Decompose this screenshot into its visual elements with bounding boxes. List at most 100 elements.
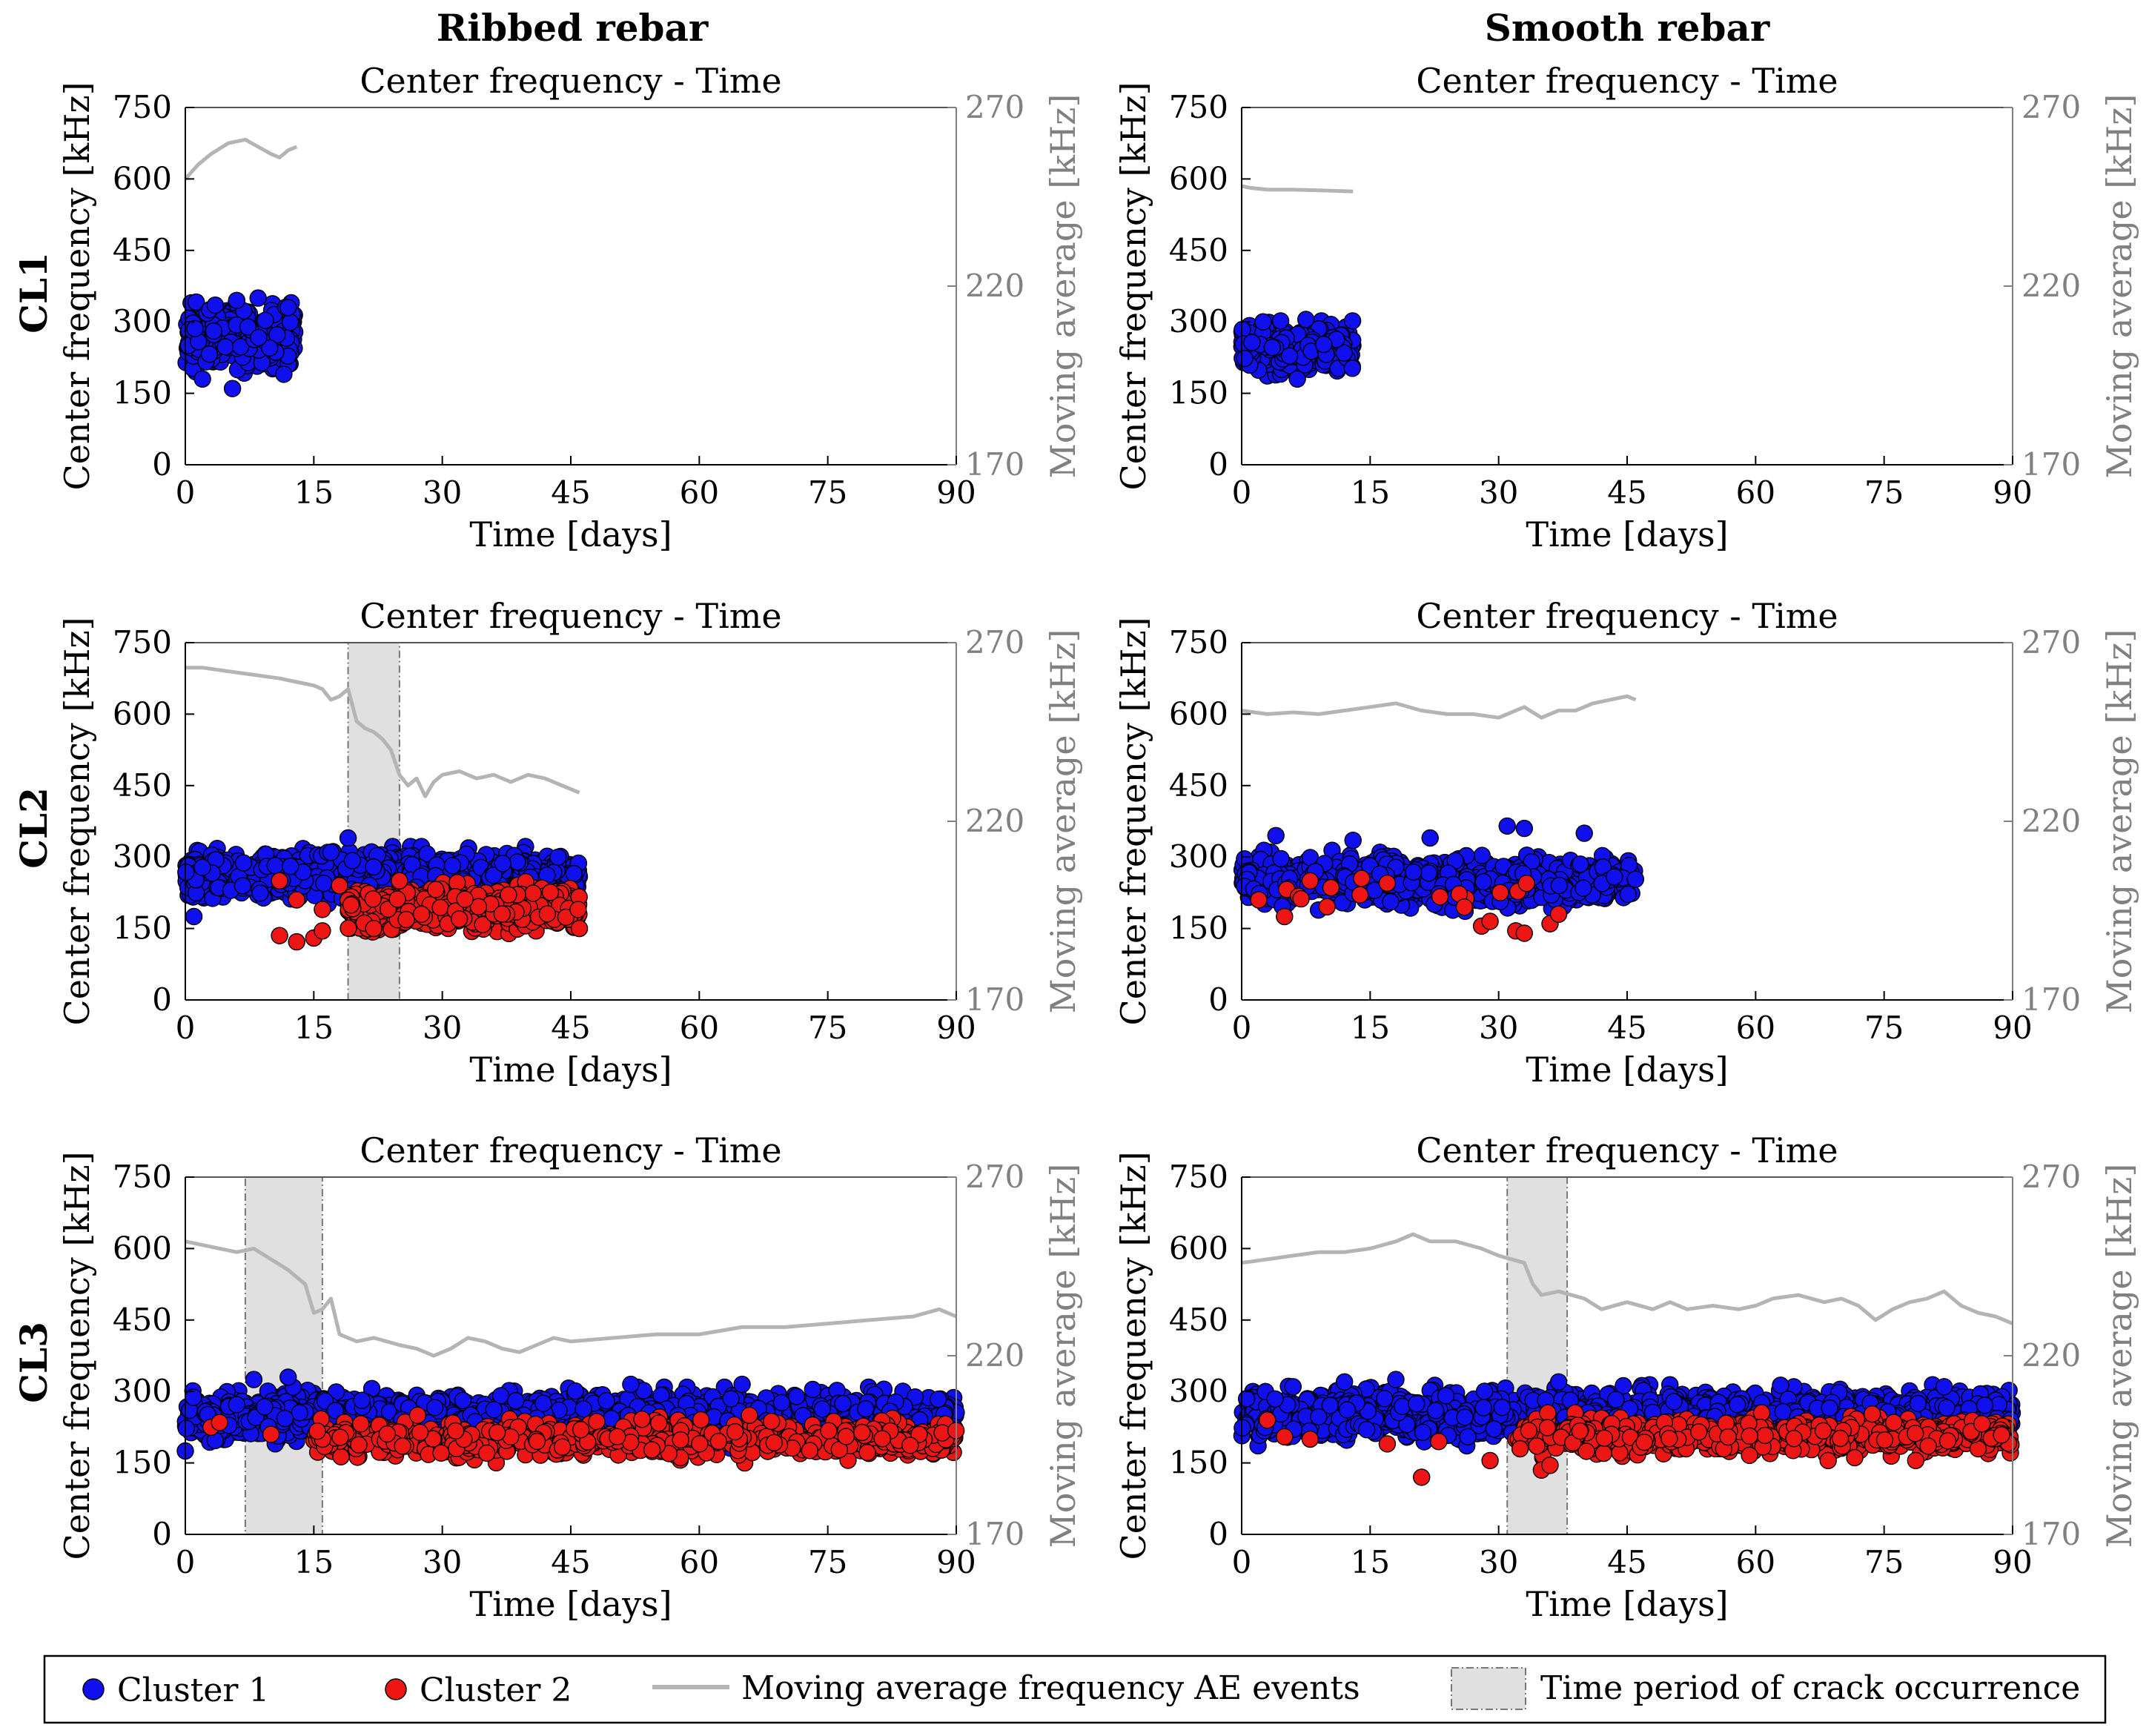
point-cluster1: [1572, 855, 1589, 873]
point-cluster2: [271, 872, 288, 890]
point-cluster1: [1474, 872, 1492, 891]
y2-tick-label: 220: [965, 268, 1024, 304]
x-tick-label: 30: [1479, 1010, 1518, 1046]
chart-ribbed-cl2: 0 15 30 45 60 75 900150300450600750170220270Ce…: [57, 596, 1083, 1090]
x-axis-label: Time [days]: [469, 514, 672, 554]
point-cluster2: [1549, 905, 1568, 924]
point-cluster1: [266, 856, 284, 875]
point-cluster1: [1297, 311, 1315, 328]
chart-ribbed-cl3: 0 15 30 45 60 75 900150300450600750170220270Ce…: [57, 1130, 1083, 1624]
y-tick-label: 0: [152, 446, 172, 483]
point-cluster2: [342, 896, 360, 914]
y-tick-label: 750: [1169, 624, 1228, 660]
point-cluster1: [205, 322, 222, 340]
point-cluster2: [524, 884, 542, 902]
crack-period-band: [347, 642, 400, 1001]
y2-tick-label: 220: [2021, 268, 2081, 304]
point-cluster2: [1481, 912, 1499, 930]
y-tick-label: 0: [152, 981, 172, 1018]
point-cluster2: [314, 901, 331, 918]
y-tick-label: 300: [1169, 838, 1228, 875]
scatter-points: [1233, 817, 1645, 942]
point-cluster2: [314, 922, 331, 940]
y-tick-label: 300: [113, 838, 172, 875]
point-cluster2: [1322, 878, 1340, 897]
x-tick-label: 90: [936, 474, 976, 511]
point-cluster1: [281, 314, 299, 331]
y-tick-label: 300: [113, 303, 172, 339]
x-tick-label: 0: [1232, 1010, 1252, 1046]
point-cluster2: [570, 919, 589, 938]
point-cluster1: [250, 328, 268, 347]
point-cluster1: [339, 829, 357, 847]
y-tick-label: 450: [1169, 232, 1228, 268]
point-cluster1: [193, 370, 211, 388]
y-tick-label: 450: [1169, 767, 1228, 804]
point-cluster1: [322, 844, 340, 861]
point-cluster2: [1250, 891, 1268, 909]
point-cluster1: [256, 311, 274, 329]
point-cluster1: [228, 291, 245, 309]
x-tick-label: 60: [680, 474, 719, 511]
y-tick-label: 150: [113, 910, 172, 947]
column-title-ribbed: Ribbed rebar: [437, 6, 709, 50]
point-cluster1: [1515, 819, 1534, 838]
y-axis-label: Center frequency [kHz]: [1113, 82, 1153, 490]
point-cluster1: [234, 877, 252, 895]
y2-axis-label: Moving average [kHz]: [1043, 94, 1083, 479]
point-cluster1: [1498, 817, 1516, 835]
point-cluster1: [279, 299, 297, 317]
point-cluster2: [1353, 869, 1371, 887]
point-cluster1: [261, 339, 279, 357]
y2-tick-label: 170: [965, 446, 1024, 483]
row-label-cl2: CL2: [12, 787, 56, 869]
x-tick-label: 60: [1736, 474, 1775, 511]
point-cluster1: [1344, 831, 1362, 849]
y2-tick-label: 170: [2021, 981, 2081, 1018]
x-tick-label: 75: [808, 474, 847, 511]
point-cluster1: [1550, 876, 1569, 895]
y-axis-label: Center frequency [kHz]: [57, 82, 97, 490]
moving-average-line: [1241, 184, 1354, 193]
y2-tick-label: 170: [2021, 446, 2081, 483]
point-cluster1: [188, 293, 205, 311]
point-cluster1: [365, 858, 383, 876]
chart-title: Center frequency - Time: [1416, 61, 1838, 101]
point-cluster1: [343, 852, 362, 869]
x-tick-label: 15: [1351, 1010, 1390, 1046]
point-cluster1: [1271, 312, 1290, 330]
point-cluster1: [268, 326, 286, 344]
point-cluster1: [234, 854, 253, 872]
x-tick-label: 60: [1736, 1010, 1775, 1046]
chart-panels: 0 15 30 45 60 75 900150300450600750170220270Ce…: [57, 61, 2139, 1624]
y-tick-label: 150: [113, 375, 172, 411]
x-tick-label: 30: [423, 474, 462, 511]
point-cluster2: [456, 890, 474, 908]
x-axis-label: Time [days]: [469, 1050, 672, 1090]
point-cluster1: [1263, 339, 1282, 357]
y-axis-label: Center frequency [kHz]: [57, 617, 97, 1025]
x-tick-label: 45: [551, 1010, 590, 1046]
point-cluster1: [1420, 864, 1438, 882]
x-tick-label: 45: [1607, 1010, 1646, 1046]
moving-average-line: [184, 137, 298, 181]
point-cluster1: [494, 855, 511, 872]
point-cluster1: [1267, 826, 1285, 845]
x-axis-label: Time [days]: [1526, 1050, 1728, 1090]
point-cluster1: [185, 907, 203, 926]
point-cluster2: [1276, 907, 1294, 926]
point-cluster1: [1382, 892, 1400, 911]
point-cluster1: [239, 318, 257, 336]
x-tick-label: 0: [176, 474, 196, 511]
point-cluster1: [1575, 879, 1592, 897]
y-tick-label: 0: [1208, 446, 1228, 483]
point-cluster2: [538, 905, 557, 923]
point-cluster2: [450, 910, 468, 928]
point-cluster2: [1292, 889, 1310, 908]
x-tick-label: 60: [680, 1010, 719, 1046]
point-cluster1: [223, 380, 242, 397]
y2-tick-label: 170: [965, 981, 1024, 1018]
y2-tick-label: 270: [965, 624, 1024, 660]
point-cluster2: [493, 905, 511, 923]
